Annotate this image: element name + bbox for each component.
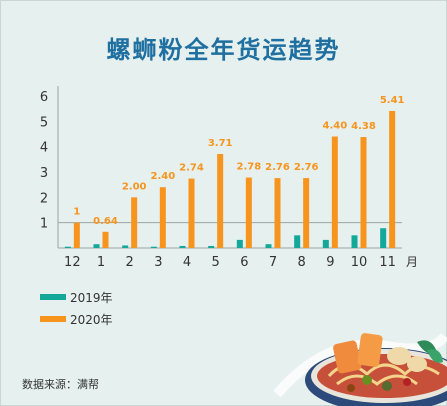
- data-label-2020: 0.64: [93, 216, 118, 227]
- bar-2019: [380, 228, 387, 248]
- bar-2019: [208, 245, 215, 248]
- legend-item-2020: 2020年: [40, 309, 113, 329]
- y-tick-label: 3: [40, 166, 48, 181]
- data-label-2020: 2.76: [265, 162, 290, 173]
- legend-label-2020: 2020年: [70, 312, 113, 327]
- x-tick-label: 12: [64, 255, 81, 270]
- data-label-2020: 3.71: [208, 138, 233, 149]
- bar-2020: [188, 178, 195, 248]
- bar-2019: [351, 235, 358, 248]
- legend-item-2019: 2019年: [40, 287, 113, 307]
- data-label-2020: 2.40: [150, 171, 175, 182]
- x-tick-label: 10: [351, 255, 368, 270]
- bar-2020: [73, 222, 80, 248]
- data-label-2020: 1: [73, 207, 80, 218]
- x-tick-label: 6: [240, 255, 248, 270]
- x-tick-label: 1: [97, 255, 105, 270]
- legend-swatch-2020: [40, 316, 66, 322]
- bar-2020: [274, 178, 281, 248]
- y-tick-label: 5: [40, 115, 48, 130]
- bar-2020: [159, 187, 166, 248]
- x-tick-label: 2: [126, 255, 134, 270]
- bar-2020: [131, 197, 138, 248]
- data-label-2020: 4.40: [322, 121, 347, 132]
- bar-2020: [331, 136, 338, 248]
- bar-2020: [245, 177, 252, 248]
- data-label-2020: 2.00: [122, 181, 147, 192]
- y-tick-label: 4: [40, 141, 48, 156]
- legend-label-2019: 2019年: [70, 290, 113, 305]
- data-label-2020: 2.74: [179, 163, 204, 174]
- data-label-2020: 5.41: [380, 95, 405, 106]
- bar-2020: [217, 154, 224, 248]
- data-label-2020: 2.78: [236, 162, 261, 173]
- x-axis-unit: 月: [406, 255, 418, 269]
- bar-2019: [322, 239, 329, 248]
- legend-swatch-2019: [40, 294, 66, 300]
- x-tick-label: 5: [212, 255, 220, 270]
- chart-legend: 2019年 2020年: [40, 287, 113, 331]
- bar-2020: [303, 178, 310, 248]
- bar-2019: [64, 246, 71, 248]
- x-tick-label: 7: [269, 255, 277, 270]
- bar-2020: [102, 231, 109, 248]
- x-tick-label: 8: [298, 255, 306, 270]
- data-source-note: 数据来源：满帮: [22, 378, 99, 391]
- x-tick-label: 11: [379, 255, 396, 270]
- x-tick-label: 4: [183, 255, 191, 270]
- y-tick-label: 1: [40, 217, 48, 232]
- bar-2019: [150, 246, 157, 248]
- y-tick-label: 6: [40, 90, 48, 105]
- x-tick-label: 3: [154, 255, 162, 270]
- bar-2019: [93, 244, 100, 248]
- bar-2020: [389, 110, 396, 249]
- bar-2019: [236, 239, 243, 248]
- noodle-bowl-illustration: [273, 332, 447, 406]
- bar-2019: [265, 244, 272, 248]
- x-tick-label: 9: [326, 255, 334, 270]
- bar-2020: [360, 137, 367, 248]
- bar-2019: [294, 235, 301, 248]
- bar-2019: [179, 245, 186, 248]
- chart-title: 螺蛳粉全年货运趋势: [106, 36, 341, 64]
- y-tick-label: 2: [40, 191, 48, 206]
- bar-2019: [122, 245, 129, 248]
- data-label-2020: 2.76: [294, 162, 319, 173]
- data-label-2020: 4.38: [351, 121, 376, 132]
